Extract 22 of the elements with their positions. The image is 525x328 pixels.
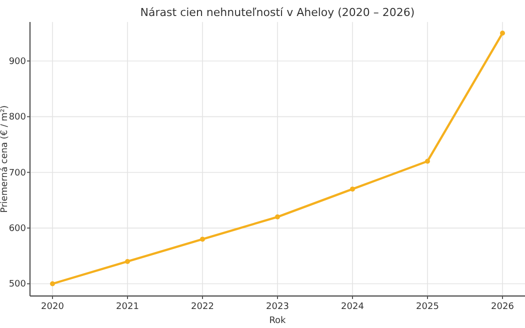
point: [275, 214, 280, 220]
x-tick-label: 2021: [116, 302, 139, 312]
x-axis-title: Rok: [269, 316, 287, 326]
point: [500, 30, 505, 36]
y-tick-label: 500: [8, 280, 26, 290]
x-tick-label: 2024: [341, 302, 364, 312]
y-tick-label: 800: [8, 112, 26, 123]
y-tick-label: 700: [8, 168, 26, 178]
y-tick-label: 900: [8, 56, 26, 67]
x-tick-label: 2025: [416, 302, 439, 312]
point: [425, 158, 430, 164]
x-tick-label: 2022: [191, 302, 214, 312]
y-tick-label: 600: [8, 224, 26, 234]
point: [125, 258, 130, 264]
x-tick-label: 2020: [41, 302, 64, 312]
point: [50, 281, 55, 286]
chart-title: Nárast cien nehnuteľností v Aheloy (2020 – 2026): [140, 6, 415, 19]
x-tick-label: 2026: [491, 302, 514, 312]
point: [350, 186, 355, 192]
point: [200, 236, 205, 242]
x-tick-label: 2023: [266, 302, 289, 312]
y-axis-title: Priemerná cena (€ / m²): [0, 105, 10, 213]
